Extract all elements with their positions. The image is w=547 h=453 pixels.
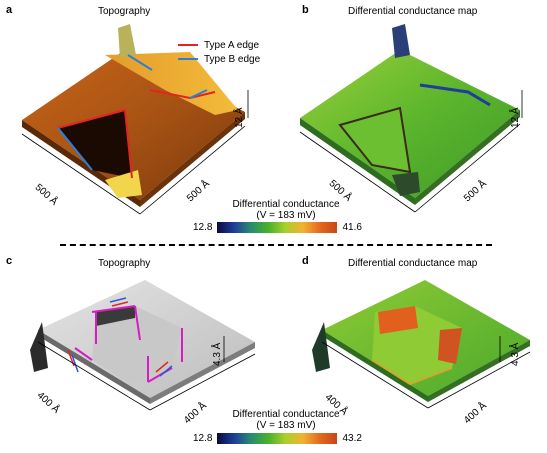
colorbar-top: 12.8 41.6 bbox=[193, 222, 362, 233]
panel-a-label: a bbox=[6, 4, 13, 16]
panel-c-z-scale: 4.3 Å bbox=[212, 342, 223, 366]
colorbar-bottom-min: 12.8 bbox=[193, 433, 213, 444]
legend-type-a: Type A edge bbox=[178, 38, 260, 52]
type-a-swatch bbox=[178, 44, 198, 46]
panel-c-surface bbox=[30, 280, 256, 411]
colorbar-top-title: Differential conductance bbox=[232, 199, 340, 210]
colorbar-top-min: 12.8 bbox=[193, 222, 213, 233]
panel-d-title: Differential conductance map bbox=[348, 258, 478, 269]
panel-b-surface bbox=[299, 24, 523, 213]
colorbar-bottom-max: 43.2 bbox=[342, 433, 362, 444]
edge-legend: Type A edge Type B edge bbox=[178, 38, 260, 66]
colorbar-bottom-title: Differential conductance bbox=[232, 409, 340, 420]
legend-type-b-label: Type B edge bbox=[204, 53, 261, 65]
panel-b-label: b bbox=[302, 4, 309, 16]
legend-type-b: Type B edge bbox=[178, 52, 260, 66]
panel-d-z-scale: 4.3 Å bbox=[510, 342, 521, 366]
colorbar-top-max: 41.6 bbox=[342, 222, 362, 233]
colorbar-top-gradient bbox=[217, 222, 338, 233]
panel-c-title: Topography bbox=[98, 258, 151, 269]
colorbar-bottom-title-block: Differential conductance (V = 183 mV) bbox=[226, 409, 346, 431]
panel-a-title: Topography bbox=[98, 6, 151, 17]
panel-b-title: Differential conductance map bbox=[348, 6, 478, 17]
legend-type-a-label: Type A edge bbox=[204, 39, 260, 51]
panel-c-label: c bbox=[6, 255, 13, 267]
section-divider bbox=[60, 244, 492, 246]
panel-b-z-scale: 12 Å bbox=[510, 107, 521, 128]
panel-a-z-scale: 12 Å bbox=[234, 107, 245, 128]
panel-a-surface bbox=[21, 24, 249, 215]
colorbar-top-subtitle: (V = 183 mV) bbox=[256, 210, 316, 221]
colorbar-bottom: 12.8 43.2 bbox=[193, 433, 362, 444]
colorbar-bottom-subtitle: (V = 183 mV) bbox=[256, 420, 316, 431]
panel-d-surface bbox=[312, 280, 531, 409]
type-b-swatch bbox=[178, 58, 198, 60]
colorbar-bottom-gradient bbox=[217, 433, 338, 444]
colorbar-top-title-block: Differential conductance (V = 183 mV) bbox=[226, 199, 346, 221]
panel-d-label: d bbox=[302, 255, 309, 267]
